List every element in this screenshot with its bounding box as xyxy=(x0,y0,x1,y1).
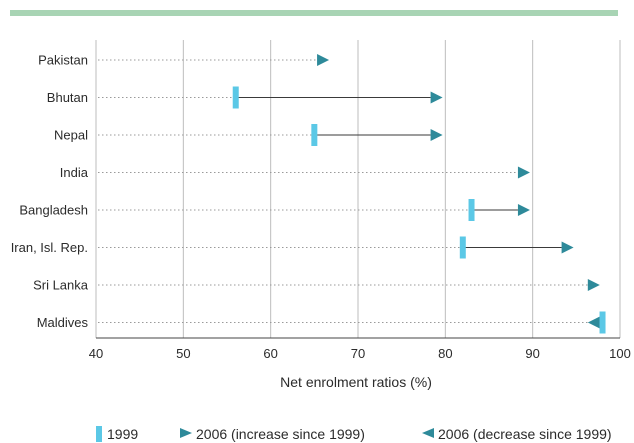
marker-1999-maldives xyxy=(599,311,606,334)
x-tick-label-90: 90 xyxy=(525,346,539,361)
x-tick-label-80: 80 xyxy=(438,346,452,361)
header-band xyxy=(10,10,618,16)
legend-1999-label: 1999 xyxy=(107,426,138,442)
category-label-sri-lanka: Sri Lanka xyxy=(33,278,89,293)
category-label-india: India xyxy=(60,165,89,180)
marker-1999-iran-isl-rep xyxy=(459,236,466,259)
category-label-bangladesh: Bangladesh xyxy=(19,203,88,218)
legend-decrease-label: 2006 (decrease since 1999) xyxy=(438,426,612,442)
marker-2006-decrease-maldives xyxy=(587,316,600,329)
legend-increase-label: 2006 (increase since 1999) xyxy=(196,426,365,442)
marker-2006-increase-pakistan xyxy=(317,54,330,66)
marker-2006-increase-nepal xyxy=(430,129,443,141)
category-label-nepal: Nepal xyxy=(54,128,88,143)
marker-1999-bangladesh xyxy=(468,199,475,221)
marker-1999-nepal xyxy=(311,124,318,146)
marker-2006-increase-bhutan xyxy=(430,91,443,104)
marker-2006-increase-iran-isl-rep xyxy=(561,241,574,254)
x-tick-label-40: 40 xyxy=(89,346,103,361)
x-axis-title: Net enrolment ratios (%) xyxy=(280,374,432,390)
marker-2006-increase-india xyxy=(517,166,530,179)
legend-increase-icon xyxy=(180,428,192,438)
category-label-pakistan: Pakistan xyxy=(38,53,88,68)
marker-2006-increase-bangladesh xyxy=(517,204,530,216)
category-label-bhutan: Bhutan xyxy=(47,90,88,105)
marker-2006-increase-sri-lanka xyxy=(587,279,600,291)
x-tick-label-60: 60 xyxy=(263,346,277,361)
label-layer: Pakistan Bhutan Nepal India Bangladesh Iran, … xyxy=(11,53,89,331)
category-label-iran-isl-rep: Iran, Isl. Rep. xyxy=(11,240,88,255)
x-tick-label-50: 50 xyxy=(176,346,190,361)
x-tick-label-100: 100 xyxy=(609,346,631,361)
x-axis: 40 50 60 70 80 90 100 xyxy=(89,337,631,361)
grid-layer xyxy=(95,40,621,338)
dotted-guide-layer xyxy=(98,59,592,323)
category-label-maldives: Maldives xyxy=(37,315,89,330)
marker-layer xyxy=(232,54,606,334)
legend-decrease-icon xyxy=(422,428,434,438)
marker-1999-bhutan xyxy=(232,86,239,109)
x-tick-label-70: 70 xyxy=(351,346,365,361)
connector-layer xyxy=(235,97,603,323)
legend: 1999 2006 (increase since 1999) 2006 (de… xyxy=(96,426,612,442)
legend-1999-swatch xyxy=(96,426,102,442)
